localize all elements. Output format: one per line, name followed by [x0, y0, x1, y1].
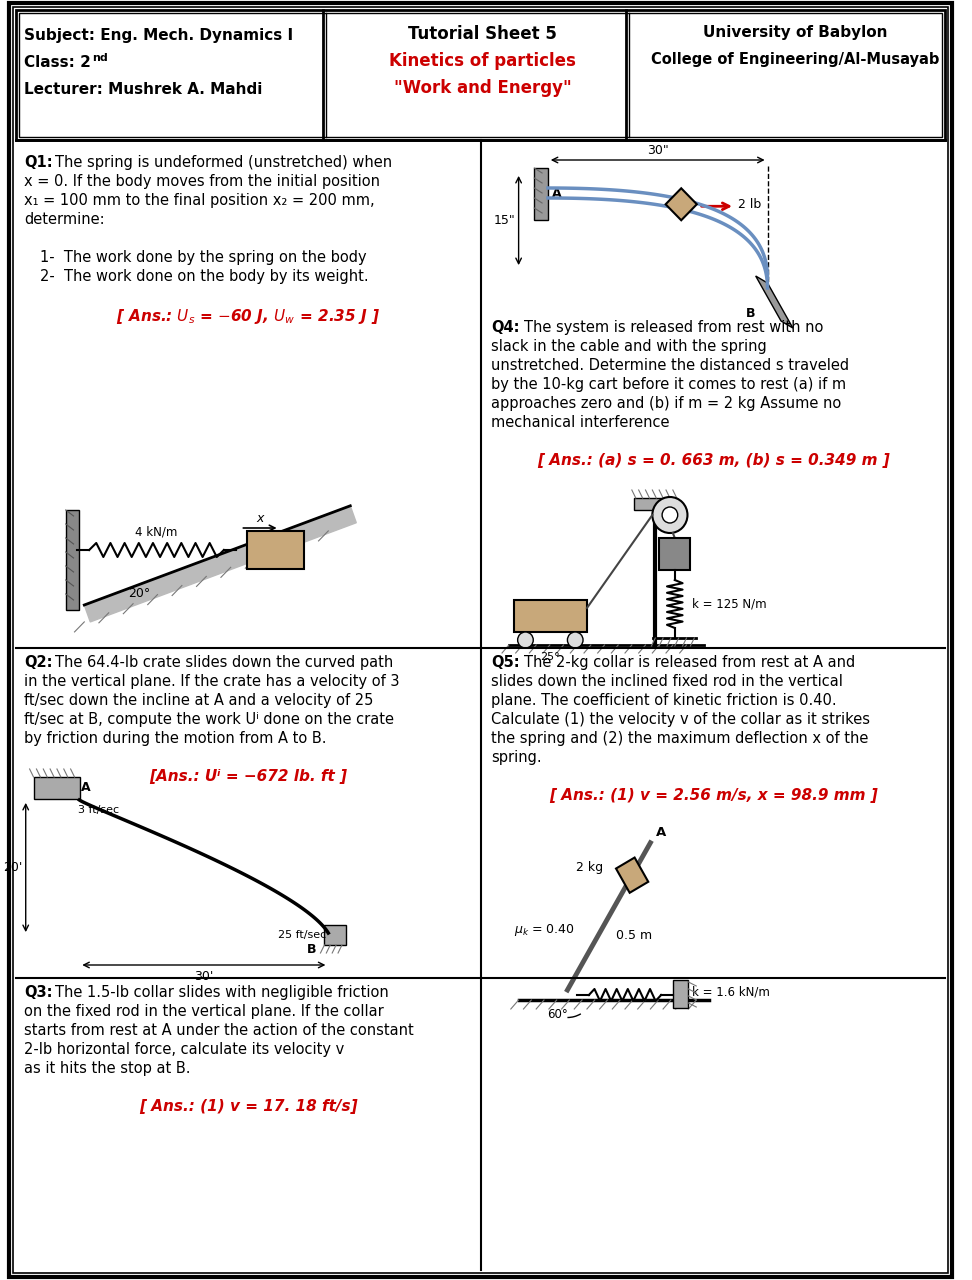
- Text: as it hits the stop at B.: as it hits the stop at B.: [23, 1061, 191, 1076]
- Text: k = 1.6 kN/m: k = 1.6 kN/m: [692, 986, 770, 998]
- Circle shape: [662, 507, 677, 524]
- Text: 15": 15": [494, 214, 516, 227]
- Text: Subject: Eng. Mech. Dynamics I: Subject: Eng. Mech. Dynamics I: [23, 28, 293, 44]
- Text: mechanical interference: mechanical interference: [491, 415, 670, 430]
- Text: k = 125 N/m: k = 125 N/m: [692, 598, 767, 611]
- Bar: [18, 13, 942, 137]
- Text: 4 kN/m: 4 kN/m: [135, 525, 178, 538]
- Text: 20°: 20°: [128, 588, 151, 600]
- Text: Q3:: Q3:: [23, 986, 52, 1000]
- Text: Q1:: Q1:: [23, 155, 52, 170]
- Polygon shape: [755, 276, 793, 328]
- Text: Kinetics of particles: Kinetics of particles: [389, 52, 576, 70]
- Text: The 2-kg collar is released from rest at A and: The 2-kg collar is released from rest at…: [525, 655, 855, 669]
- Text: Class: 2: Class: 2: [23, 55, 90, 70]
- Text: 10 kg: 10 kg: [531, 609, 570, 622]
- Text: ft/sec at B, compute the work Uⁱ done on the crate: ft/sec at B, compute the work Uⁱ done on…: [23, 712, 394, 727]
- Text: 2-lb horizontal force, calculate its velocity v: 2-lb horizontal force, calculate its vel…: [23, 1042, 344, 1057]
- Text: ft/sec down the incline at A and a velocity of 25: ft/sec down the incline at A and a veloc…: [23, 692, 373, 708]
- Text: B: B: [307, 943, 317, 956]
- Text: College of Engineering/Al-Musayab: College of Engineering/Al-Musayab: [650, 52, 939, 67]
- Text: The system is released from rest with no: The system is released from rest with no: [525, 320, 824, 335]
- Bar: [514, 600, 587, 632]
- Text: 0.5 m: 0.5 m: [616, 929, 652, 942]
- Text: determine:: determine:: [23, 212, 104, 227]
- Text: A: A: [656, 826, 667, 838]
- Text: 30': 30': [193, 970, 213, 983]
- Text: nd: nd: [92, 52, 108, 63]
- Bar: [66, 509, 80, 611]
- Text: 2-  The work done on the body by its weight.: 2- The work done on the body by its weig…: [41, 269, 369, 284]
- Text: x = 0. If the body moves from the initial position: x = 0. If the body moves from the initia…: [23, 174, 380, 189]
- Text: by friction during the motion from A to B.: by friction during the motion from A to …: [23, 731, 327, 746]
- Text: 7 kg: 7 kg: [260, 544, 292, 557]
- Circle shape: [518, 632, 534, 648]
- Text: the spring and (2) the maximum deflection x of the: the spring and (2) the maximum deflectio…: [491, 731, 869, 746]
- Text: 2 kg: 2 kg: [575, 860, 603, 874]
- Polygon shape: [616, 858, 648, 892]
- Text: $\mu_k$ = 0.40: $\mu_k$ = 0.40: [514, 922, 574, 938]
- Text: x₁ = 100 mm to the final position x₂ = 200 mm,: x₁ = 100 mm to the final position x₂ = 2…: [23, 193, 374, 209]
- Text: x: x: [257, 512, 263, 525]
- Bar: [659, 538, 690, 570]
- Text: [ Ans.: (1) v = 17. 18 ft/s]: [ Ans.: (1) v = 17. 18 ft/s]: [139, 1100, 358, 1114]
- Bar: [673, 980, 688, 1009]
- Text: spring.: spring.: [491, 750, 542, 765]
- Bar: [535, 168, 548, 220]
- Polygon shape: [666, 188, 697, 220]
- Text: 30": 30": [646, 145, 669, 157]
- Text: slides down the inclined fixed rod in the vertical: slides down the inclined fixed rod in th…: [491, 675, 843, 689]
- Bar: [634, 498, 677, 509]
- Text: plane. The coefficient of kinetic friction is 0.40.: plane. The coefficient of kinetic fricti…: [491, 692, 837, 708]
- Text: in the vertical plane. If the crate has a velocity of 3: in the vertical plane. If the crate has …: [23, 675, 399, 689]
- Text: slack in the cable and with the spring: slack in the cable and with the spring: [491, 339, 767, 355]
- Text: [ Ans.: $U_s$ = $-$60 J, $U_w$ = 2.35 J ]: [ Ans.: $U_s$ = $-$60 J, $U_w$ = 2.35 J …: [117, 307, 380, 326]
- Circle shape: [652, 497, 687, 532]
- Text: University of Babylon: University of Babylon: [703, 26, 887, 40]
- Bar: [33, 777, 81, 799]
- Circle shape: [568, 632, 583, 648]
- Text: 20': 20': [4, 860, 22, 873]
- Text: m: m: [668, 547, 682, 561]
- Text: Lecturer: Mushrek A. Mahdi: Lecturer: Mushrek A. Mahdi: [23, 82, 262, 97]
- Text: 1-  The work done by the spring on the body: 1- The work done by the spring on the bo…: [41, 250, 367, 265]
- Text: [Ans.: Uⁱ = −672 lb. ft ]: [Ans.: Uⁱ = −672 lb. ft ]: [150, 769, 347, 783]
- Text: Q2:: Q2:: [23, 655, 52, 669]
- Text: The 64.4-lb crate slides down the curved path: The 64.4-lb crate slides down the curved…: [55, 655, 394, 669]
- Text: A: A: [82, 781, 91, 794]
- Bar: [325, 925, 346, 945]
- Text: approaches zero and (b) if m = 2 kg Assume no: approaches zero and (b) if m = 2 kg Assu…: [491, 396, 842, 411]
- Text: 25 ft/sec: 25 ft/sec: [278, 931, 326, 940]
- Text: [ Ans.: (a) s = 0. 663 m, (b) s = 0.349 m ]: [ Ans.: (a) s = 0. 663 m, (b) s = 0.349 …: [538, 453, 890, 468]
- Text: 3 ft/sec: 3 ft/sec: [79, 805, 120, 815]
- Text: Q4:: Q4:: [491, 320, 520, 335]
- Text: unstretched. Determine the distanced s traveled: unstretched. Determine the distanced s t…: [491, 358, 850, 372]
- Text: The spring is undeformed (unstretched) when: The spring is undeformed (unstretched) w…: [55, 155, 392, 170]
- Text: Tutorial Sheet 5: Tutorial Sheet 5: [408, 26, 557, 44]
- Text: on the fixed rod in the vertical plane. If the collar: on the fixed rod in the vertical plane. …: [23, 1004, 384, 1019]
- Text: by the 10-kg cart before it comes to rest (a) if m: by the 10-kg cart before it comes to res…: [491, 378, 847, 392]
- Text: Calculate (1) the velocity v of the collar as it strikes: Calculate (1) the velocity v of the coll…: [491, 712, 870, 727]
- Bar: [247, 531, 304, 570]
- Text: The 1.5-lb collar slides with negligible friction: The 1.5-lb collar slides with negligible…: [55, 986, 389, 1000]
- Text: B: B: [746, 306, 756, 320]
- Text: A: A: [552, 187, 562, 200]
- Text: 60°: 60°: [547, 1009, 568, 1021]
- Text: starts from rest at A under the action of the constant: starts from rest at A under the action o…: [23, 1023, 413, 1038]
- Text: 25°: 25°: [540, 652, 560, 662]
- Polygon shape: [85, 506, 357, 622]
- Text: [ Ans.: (1) v = 2.56 m/s, x = 98.9 mm ]: [ Ans.: (1) v = 2.56 m/s, x = 98.9 mm ]: [549, 788, 879, 803]
- Text: Q5:: Q5:: [491, 655, 520, 669]
- Text: "Work and Energy": "Work and Energy": [394, 79, 572, 97]
- Bar: [16, 10, 945, 140]
- Text: 2 lb: 2 lb: [738, 198, 761, 211]
